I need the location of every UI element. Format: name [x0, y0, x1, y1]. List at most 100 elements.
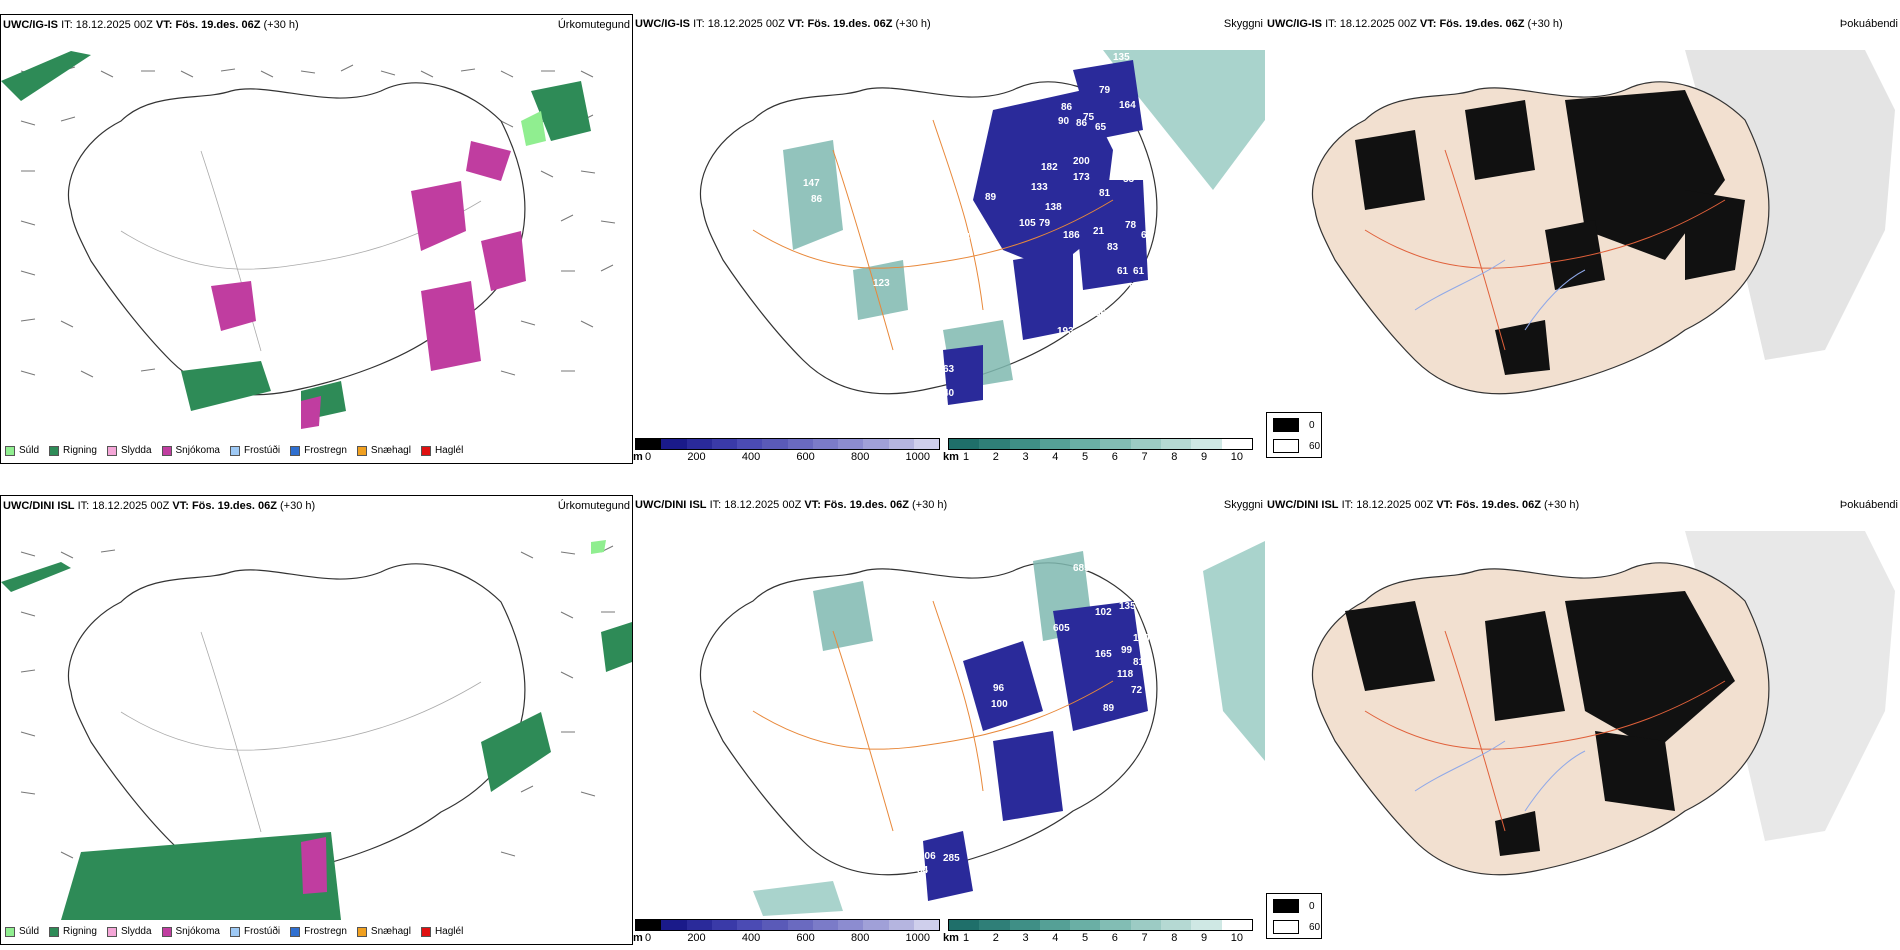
sea-fog-area: [1203, 541, 1265, 761]
ceiling-label: 86: [811, 194, 823, 205]
visibility-unit: km: [943, 932, 959, 944]
ceiling-label: 99: [1121, 645, 1133, 656]
ceiling-label: 105: [1019, 218, 1036, 229]
cloud-ceiling-areas: [923, 601, 1148, 901]
ceiling-label: 67: [919, 378, 931, 389]
fog-map: [1311, 50, 1895, 395]
ceiling-ticks: 0 200 400 600 800 1000: [645, 932, 930, 944]
panel-tag: Þokuábendi: [1839, 18, 1898, 30]
ceiling-ticks: 0 200 400 600 800 1000: [645, 451, 930, 463]
wind-barbs: [20, 545, 615, 859]
rivers: [1414, 259, 1586, 331]
legend-item: Súld: [5, 926, 39, 937]
ceiling-unit: m: [633, 932, 643, 944]
panel-tag: Úrkomutegund: [557, 500, 630, 512]
rivers: [1414, 740, 1586, 812]
ceiling-labels: 121 685 135 102 605 165 99 120 81 118 72…: [917, 523, 1150, 876]
legend-item: Frostregn: [290, 926, 347, 937]
ceiling-label: 138: [1045, 202, 1062, 213]
panel-tag: Skyggni: [1223, 18, 1263, 30]
panel-title: UWC/DINI ISL IT: 18.12.2025 00Z VT: Fös.…: [635, 499, 948, 511]
wind-barbs: [20, 64, 616, 378]
legend-swatch: [290, 445, 301, 456]
ceiling-label: 79: [1099, 85, 1111, 96]
sea-fog-area: [753, 881, 843, 916]
precip-legend: Súld Rigning Slydda Snjókoma Frostúði Fr…: [5, 445, 463, 456]
ceiling-label: 135: [1119, 601, 1136, 612]
panel-tag: Skyggni: [1223, 499, 1263, 511]
roads: [752, 119, 1114, 351]
panel-tag: Úrkomutegund: [557, 19, 630, 31]
legend-item: Snjókoma: [161, 445, 220, 456]
ceiling-label: 120: [1133, 633, 1150, 644]
legend-item: Súld: [5, 445, 39, 456]
legend-swatch: [161, 926, 172, 937]
legend-item: Slydda: [106, 445, 152, 456]
ceiling-label: 121: [1133, 523, 1150, 534]
panel-title: UWC/IG-IS IT: 18.12.2025 00Z VT: Fös. 19…: [1267, 18, 1563, 30]
roads: [1364, 149, 1726, 351]
ceiling-label: 84: [917, 865, 929, 876]
precip-map: [1, 51, 616, 429]
ceiling-label: 81: [1133, 657, 1145, 668]
legend-item: Haglél: [420, 445, 463, 456]
ceiling-label: 36: [1095, 308, 1107, 319]
legend-swatch: [290, 926, 301, 937]
roads: [752, 600, 1114, 832]
fog-index-panel-2: UWC/DINI ISL IT: 18.12.2025 00Z VT: Fös.…: [1265, 495, 1900, 945]
legend-swatch: [420, 445, 431, 456]
ceiling-colorbar: [635, 438, 940, 450]
legend-swatch: [5, 926, 15, 937]
ceiling-colorbar: [635, 919, 940, 931]
visibility-ticks: 1 2 3 4 5 6 7 8 9 10: [963, 451, 1243, 463]
visibility-colorbar: [948, 438, 1253, 450]
cloud-ceiling-areas: [943, 60, 1148, 405]
ceiling-label: 86: [1063, 791, 1075, 802]
ceiling-label: 115: [1093, 767, 1110, 778]
fog-key-swatch: [1273, 439, 1299, 453]
ceiling-label: 605: [1053, 623, 1070, 634]
ceiling-label: 21: [1093, 226, 1105, 237]
ceiling-label: 89: [1103, 703, 1115, 714]
precip-type-panel-1: UWC/IG-IS IT: 18.12.2025 00Z VT: Fös. 19…: [0, 14, 633, 464]
fog-key: 0 60: [1266, 412, 1322, 458]
ceiling-label: 186: [1063, 230, 1080, 241]
roads: [120, 631, 482, 833]
legend-item: Rigning: [49, 926, 97, 937]
fog-areas: [1355, 90, 1745, 375]
legend-item: Frostúði: [229, 445, 280, 456]
ceiling-label: 102: [1095, 607, 1112, 618]
legend-swatch: [106, 445, 117, 456]
sea-fog-area: [1103, 50, 1265, 190]
ceiling-label: 79: [1039, 218, 1051, 229]
ceiling-labels: 135 79 164 86 75 90 86 65 53 200 182 173…: [803, 52, 1153, 399]
ceiling-label: 182: [1041, 162, 1058, 173]
iceland-outline: [67, 563, 526, 877]
legend-swatch: [49, 445, 60, 456]
legend-item: Snæhagl: [356, 926, 411, 937]
ceiling-label: 65: [1095, 122, 1107, 133]
ceiling-label: 86: [1076, 118, 1088, 129]
ceiling-label: 53: [1111, 140, 1123, 151]
legend-swatch: [161, 445, 172, 456]
legend-swatch: [5, 445, 15, 456]
panel-title: UWC/DINI ISL IT: 18.12.2025 00Z VT: Fös.…: [1267, 499, 1580, 511]
ceiling-label: 75: [1083, 112, 1095, 123]
ceiling-label: 123: [873, 278, 890, 289]
legend-swatch: [106, 926, 117, 937]
legend-swatch: [49, 926, 60, 937]
precip-map: [1, 540, 632, 920]
ceiling-label: 40: [943, 388, 955, 399]
legend-swatch: [229, 445, 240, 456]
ceiling-label: 62: [1141, 230, 1153, 241]
fog-key-swatch: [1273, 920, 1299, 934]
legend-item: Slydda: [106, 926, 152, 937]
panel-title: UWC/IG-IS IT: 18.12.2025 00Z VT: Fös. 19…: [3, 19, 299, 31]
legend-swatch: [356, 926, 367, 937]
visibility-panel-1: UWC/IG-IS IT: 18.12.2025 00Z VT: Fös. 19…: [633, 14, 1265, 464]
ceiling-label: 147: [803, 178, 820, 189]
ceiling-label: 164: [1119, 100, 1136, 111]
ceiling-label: 173: [1073, 172, 1090, 183]
ceiling-label: 90: [1058, 116, 1070, 127]
ceiling-unit: m: [633, 451, 643, 463]
